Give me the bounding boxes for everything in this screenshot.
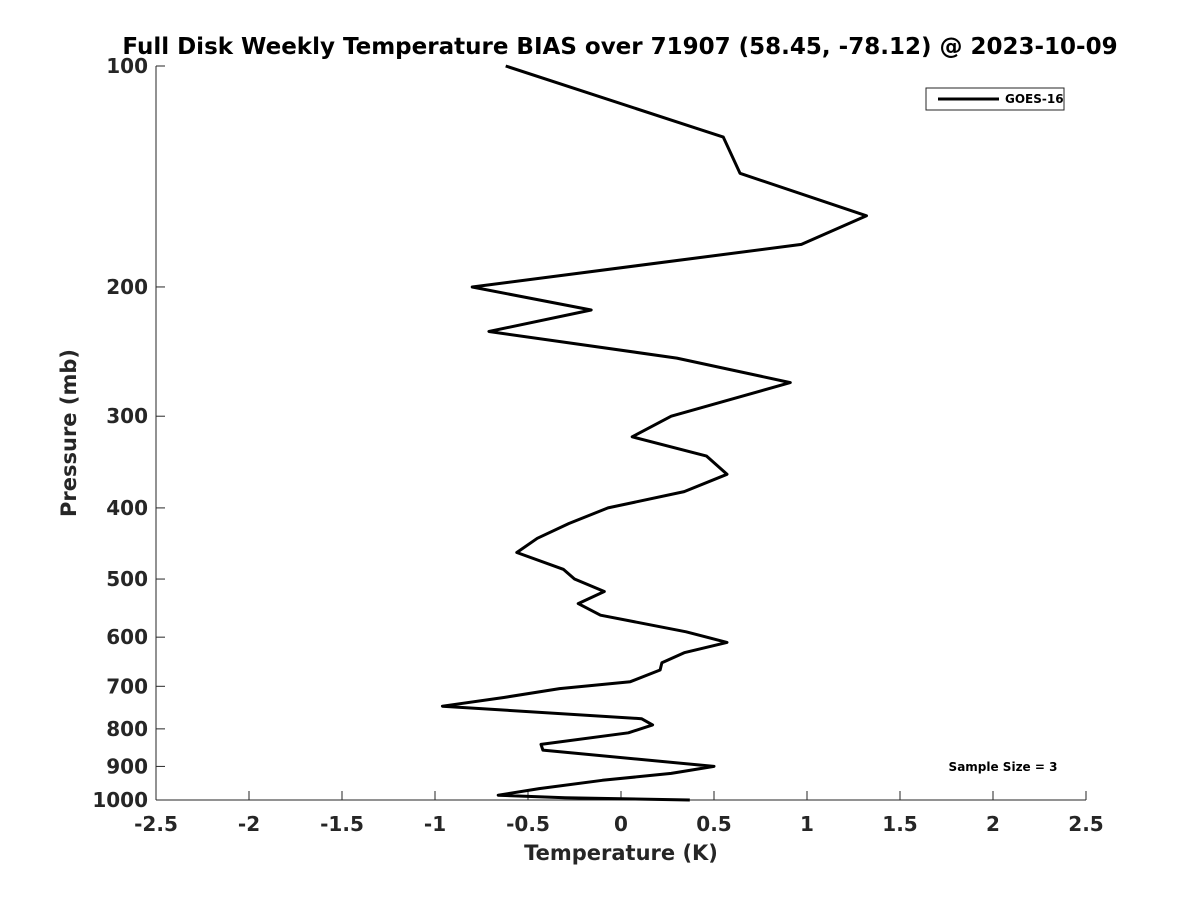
x-axis-title: Temperature (K) xyxy=(524,841,718,865)
y-tick-label: 100 xyxy=(106,54,148,78)
y-tick-label: 600 xyxy=(106,625,148,649)
y-tick-label: 500 xyxy=(106,567,148,591)
x-tick-label: 2 xyxy=(986,812,1000,836)
y-tick-label: 800 xyxy=(106,717,148,741)
plot-axes xyxy=(155,66,1086,801)
x-tick-label: 1 xyxy=(800,812,814,836)
series-line-goes-16 xyxy=(440,64,868,802)
x-tick-label: -0.5 xyxy=(506,812,550,836)
y-tick-label: 700 xyxy=(106,674,148,698)
chart-title: Full Disk Weekly Temperature BIAS over 7… xyxy=(122,34,1117,60)
series-layer xyxy=(440,64,868,802)
x-tick-label: -1 xyxy=(424,812,446,836)
legend-label-goes-16: GOES-16 xyxy=(1005,92,1064,106)
y-axis-title: Pressure (mb) xyxy=(57,349,81,517)
y-tick-label: 300 xyxy=(106,404,148,428)
x-tick-label: 2.5 xyxy=(1068,812,1103,836)
x-tick-label: -2 xyxy=(238,812,260,836)
x-tick-label: -1.5 xyxy=(320,812,364,836)
y-tick-label: 900 xyxy=(106,754,148,778)
x-axis-ticks: -2.5 -2 -1.5 -1 -0.5 0 0.5 1 1.5 2 2.5 xyxy=(134,791,1104,836)
sample-size-annotation: Sample Size = 3 xyxy=(949,760,1058,774)
y-tick-label: 200 xyxy=(106,275,148,299)
y-tick-label: 1000 xyxy=(92,788,148,812)
y-tick-label: 400 xyxy=(106,496,148,520)
y-axis-ticks: 100 200 300 400 500 600 700 800 900 1000 xyxy=(92,54,165,812)
x-tick-label: 1.5 xyxy=(882,812,917,836)
legend: GOES-16 xyxy=(925,87,1065,111)
x-tick-label: 0.5 xyxy=(696,812,731,836)
x-tick-label: -2.5 xyxy=(134,812,178,836)
x-tick-label: 0 xyxy=(614,812,628,836)
